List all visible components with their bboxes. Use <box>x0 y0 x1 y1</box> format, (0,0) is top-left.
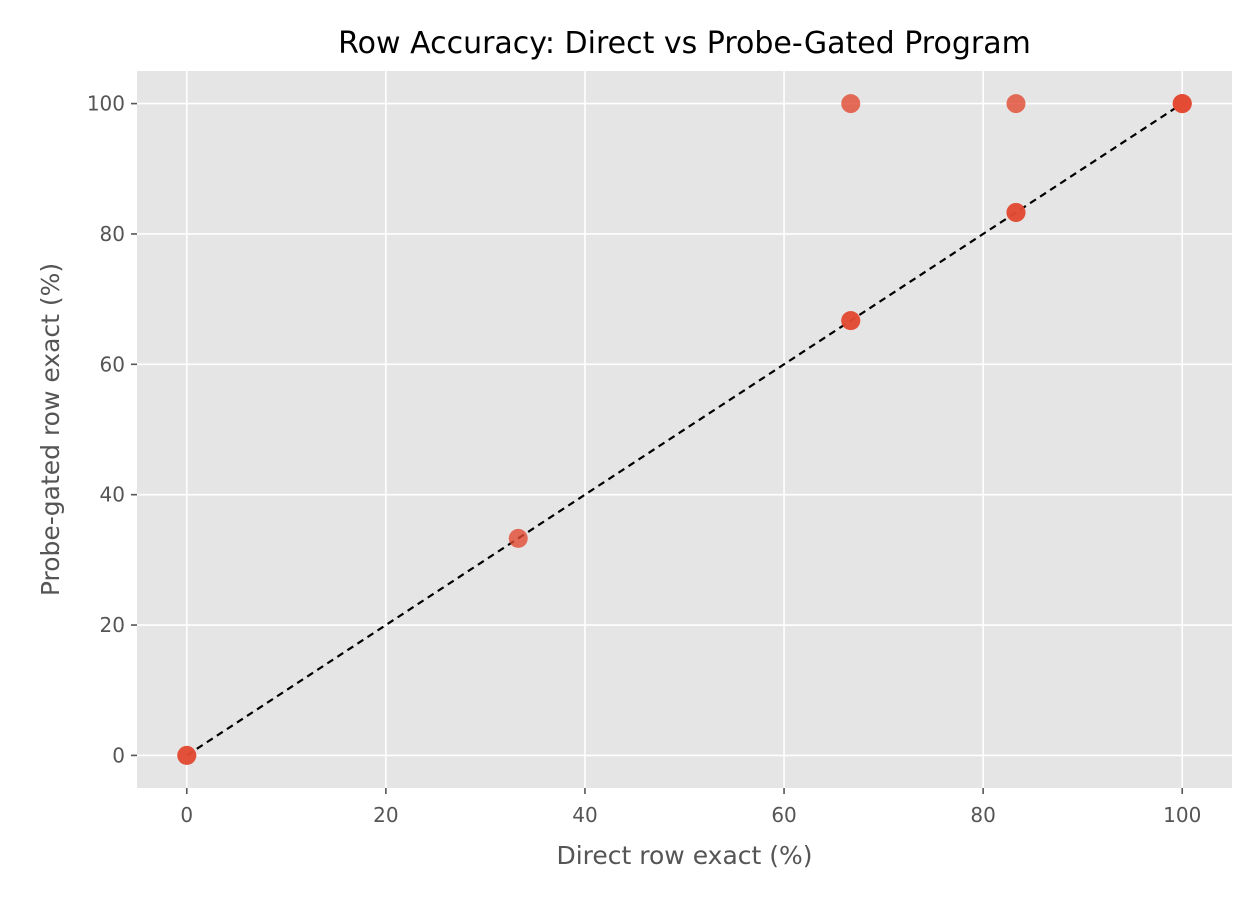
data-points <box>177 94 1192 765</box>
y-tick-label: 20 <box>100 613 125 637</box>
data-point <box>1172 94 1192 114</box>
x-tick-label: 20 <box>373 803 398 827</box>
data-point <box>1006 94 1026 114</box>
data-point <box>841 94 861 114</box>
y-tick-label: 40 <box>100 483 125 507</box>
data-point <box>508 528 528 548</box>
y-tick-label: 100 <box>87 92 125 116</box>
data-point <box>177 745 197 765</box>
data-point <box>1006 202 1026 222</box>
y-tick-label: 80 <box>100 222 125 246</box>
chart-title: Row Accuracy: Direct vs Probe-Gated Prog… <box>338 26 1031 61</box>
y-tick-label: 60 <box>100 352 125 376</box>
x-tick-label: 60 <box>771 803 796 827</box>
data-point <box>841 311 861 331</box>
x-tick-label: 0 <box>180 803 193 827</box>
x-axis-label: Direct row exact (%) <box>556 841 812 870</box>
reference-line-group <box>186 102 1183 757</box>
x-tick-label: 40 <box>572 803 597 827</box>
y-axis-label: Probe-gated row exact (%) <box>36 263 65 596</box>
x-tick-label: 80 <box>970 803 995 827</box>
y-tick-label: 0 <box>112 743 125 767</box>
axis-ticks: 0 20 40 60 80 100 0 20 40 60 80 100 <box>87 92 1202 827</box>
x-tick-label: 100 <box>1163 803 1201 827</box>
grid-lines <box>137 71 1232 788</box>
reference-line <box>186 102 1183 757</box>
